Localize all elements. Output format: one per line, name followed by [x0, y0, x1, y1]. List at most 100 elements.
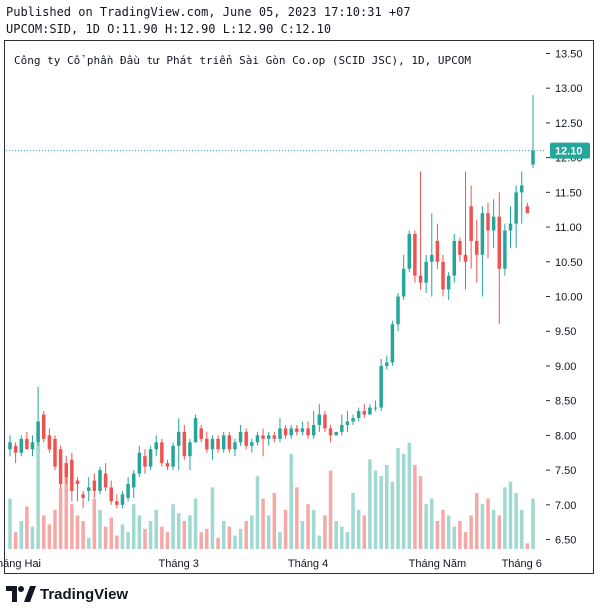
y-tick-label: 8.00 [555, 430, 576, 442]
candle-body [250, 442, 254, 446]
volume-bar [379, 476, 383, 549]
volume-bar [92, 498, 97, 549]
volume-bar [103, 526, 108, 549]
candle-body [154, 442, 158, 450]
candle-body [272, 435, 277, 439]
x-tick-label: Tháng 3 [159, 558, 199, 570]
candle-body [525, 206, 530, 214]
candle-body [255, 435, 260, 443]
candle-body [351, 418, 355, 422]
candle-body [311, 424, 316, 436]
volume-bar [120, 524, 125, 549]
candle-body [441, 261, 445, 290]
candle-body [171, 445, 175, 467]
volume-bar [188, 515, 192, 549]
volume-bar [334, 521, 338, 549]
candle-body [165, 463, 170, 467]
candle-body [143, 456, 147, 467]
x-tick-label: Tháng 4 [288, 558, 328, 570]
candle-body [81, 494, 85, 498]
volume-bar [115, 535, 119, 549]
candle-body [407, 234, 412, 269]
volume-bar [131, 504, 136, 549]
y-tick-label: 10.50 [555, 257, 583, 269]
y-axis: 13.5013.0012.5012.0011.5011.0010.5010.00… [546, 48, 583, 547]
candle-body [199, 428, 203, 439]
candle-body [42, 414, 46, 439]
volume-bar [154, 509, 158, 549]
candle-body [233, 442, 237, 450]
tradingview-branding[interactable]: TradingView [6, 583, 128, 605]
y-tick-label: 12.50 [555, 118, 583, 130]
volume-bar [278, 532, 282, 549]
volume-bar [497, 515, 501, 549]
volume-bar [491, 509, 496, 549]
volume-bar [514, 493, 518, 549]
volume-bar [328, 470, 333, 549]
chart-frame [4, 40, 594, 574]
volume-bar [143, 528, 147, 549]
volume-bar [531, 498, 535, 549]
candle-body [463, 254, 468, 262]
candle-body [396, 296, 400, 325]
published-header: Published on TradingView.com, June 05, 2… [6, 5, 411, 19]
volume-bar [250, 515, 254, 549]
volume-bar [109, 517, 113, 549]
candle-body [160, 442, 164, 464]
candle-body [458, 240, 462, 255]
volume-bar [373, 470, 378, 549]
y-tick-label: 7.50 [555, 465, 576, 477]
volume-bar [508, 481, 513, 549]
candle-body [435, 240, 440, 262]
volume-bar [272, 493, 277, 549]
volume-bar [446, 515, 451, 549]
volume-bar [8, 498, 12, 549]
candle-body [109, 487, 113, 502]
candle-body [131, 473, 136, 488]
volume-bar [385, 465, 389, 549]
candle-body [19, 438, 23, 453]
volume-bar [75, 515, 80, 549]
volume-bar [255, 476, 260, 549]
candle-body [469, 206, 473, 241]
volume-bar [368, 459, 372, 549]
y-tick-label: 13.50 [555, 48, 583, 60]
candle-body [278, 428, 282, 439]
volume-bar [19, 521, 23, 549]
candle-body [120, 494, 125, 505]
candle-body [520, 185, 524, 193]
volume-bar [53, 509, 57, 549]
candle-body [413, 234, 417, 276]
volume-layer [8, 442, 535, 549]
candle-body [317, 414, 322, 425]
candle-body [98, 470, 102, 491]
candle-body [430, 254, 434, 262]
volume-bar [244, 521, 248, 549]
candle-body [340, 424, 344, 432]
candle-body [289, 428, 293, 436]
volume-bar [30, 526, 35, 549]
candle-body [334, 431, 338, 436]
candle-body [418, 275, 423, 283]
volume-bar [137, 515, 142, 549]
volume-bar [216, 537, 220, 549]
volume-bar [238, 528, 243, 549]
volume-bar [317, 535, 322, 549]
volume-bar [356, 509, 361, 549]
candle-body [497, 216, 501, 269]
candle-body [486, 213, 490, 231]
volume-bar [295, 487, 299, 549]
volume-bar [407, 442, 412, 549]
candle-body [244, 431, 248, 446]
volume-bar [221, 521, 226, 549]
volume-bar [452, 526, 457, 549]
volume-bar [396, 448, 400, 549]
candle-body [345, 421, 350, 425]
volume-bar [289, 453, 293, 549]
candle-body [300, 428, 305, 432]
candle-body [475, 240, 479, 255]
last-price-label-bg [550, 142, 590, 159]
candle-body [30, 442, 35, 450]
volume-bar [520, 509, 524, 549]
y-tick-label: 9.50 [555, 326, 576, 338]
